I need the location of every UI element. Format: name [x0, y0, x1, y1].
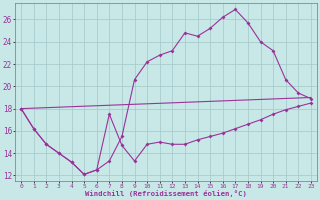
X-axis label: Windchill (Refroidissement éolien,°C): Windchill (Refroidissement éolien,°C)	[85, 190, 247, 197]
